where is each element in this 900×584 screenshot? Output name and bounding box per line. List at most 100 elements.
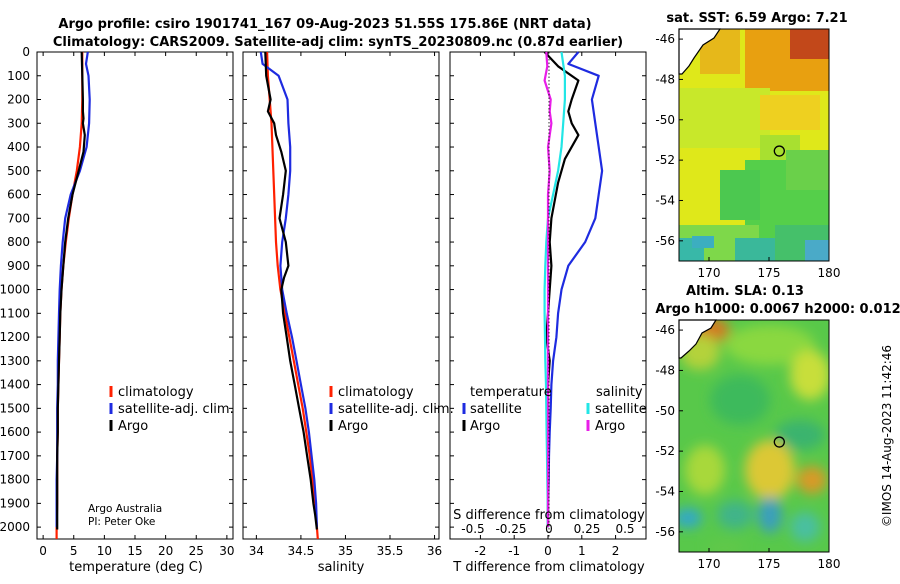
legend-salinity-title: salinity (596, 385, 643, 400)
sla-map-ticks: 170 175 180 -46 -48 -50 -52 -54 -56 (655, 323, 840, 571)
x-tick-label: -2 (474, 544, 486, 558)
sst-map-frame (678, 28, 830, 262)
depth-tick-label: 1300 (0, 354, 30, 368)
temperature-xlabel: temperature (deg C) (69, 560, 203, 575)
map-y-tick-label: -54 (655, 484, 675, 498)
depth-tick-label: 0 (22, 45, 30, 59)
figure-title-line2: Climatology: CARS2009. Satellite-adj cli… (53, 35, 623, 50)
depth-tick-label: 500 (7, 164, 30, 178)
legend-satellite-label: satellite-adj. clim. (118, 402, 234, 417)
depth-tick-label: 1600 (0, 425, 30, 439)
salinity-legend: climatology satellite-adj. clim. Argo (329, 385, 454, 434)
sla-map-field (679, 320, 829, 552)
map-y-tick-label: -48 (655, 72, 675, 86)
x-tick-label: 2 (612, 544, 620, 558)
depth-tick-label: 2000 (0, 520, 30, 534)
x-tick-label: 34 (249, 544, 264, 558)
map-x-tick-label: 180 (818, 266, 841, 280)
s-difference-top-ticks: -0.5 -0.25 0 0.25 0.5 (461, 522, 634, 536)
series-layer (55, 51, 604, 540)
credit-line-2: PI: Peter Oke (88, 516, 155, 528)
temperature-legend: climatology satellite-adj. clim. Argo (109, 385, 234, 434)
axis-ticks: 0 5 10 15 20 25 30 34 34.5 35 35.5 36 -2 -1 0 1 2 (37, 51, 646, 558)
x-tick-label: 10 (97, 544, 112, 558)
difference-legend: temperature salinity satellite Argo sate… (462, 385, 647, 434)
depth-tick-label: 1900 (0, 496, 30, 510)
depth-tick-label: 400 (7, 140, 30, 154)
map-y-tick-label: -46 (655, 32, 675, 46)
credit-line-1: Argo Australia (88, 503, 162, 515)
figure-title-line1: Argo profile: csiro 1901741_167 09-Aug-2… (58, 17, 591, 32)
legend-temperature-title: temperature (470, 385, 552, 400)
series-line-argo (56, 51, 86, 530)
sst-map-land (678, 28, 722, 75)
sla-map-title-line2: Argo h1000: 0.0067 h2000: 0.012 (655, 302, 900, 317)
map-y-tick-label: -50 (655, 113, 675, 127)
legend-satellite-label: satellite-adj. clim. (338, 402, 454, 417)
x-tick-label: 20 (158, 544, 173, 558)
x-tick-label: 35 (338, 544, 353, 558)
map-y-tick-label: -56 (655, 234, 675, 248)
s-difference-tick-label: 0.5 (615, 522, 634, 536)
depth-tick-label: 1100 (0, 306, 30, 320)
x-tick-label: 0 (544, 544, 552, 558)
sla-map-frame (678, 319, 830, 553)
map-y-tick-label: -52 (655, 153, 675, 167)
x-tick-label: 25 (189, 544, 204, 558)
legend-t-argo-label: Argo (470, 419, 500, 434)
map-y-tick-label: -54 (655, 193, 675, 207)
legend-climatology-label: climatology (338, 385, 414, 400)
depth-tick-label: 1000 (0, 283, 30, 297)
sst-map-title: sat. SST: 6.59 Argo: 7.21 (666, 11, 847, 26)
s-difference-tick-label: 0.25 (574, 522, 601, 536)
x-tick-label: 5 (70, 544, 78, 558)
sst-map-argo-location-marker (773, 145, 785, 157)
x-tick-label: -1 (508, 544, 520, 558)
map-x-tick-label: 180 (818, 557, 841, 571)
series-line-argo (264, 51, 318, 530)
map-x-tick-label: 170 (698, 557, 721, 571)
legend-t-satellite-label: satellite (470, 402, 522, 417)
s-difference-tick-label: -0.25 (495, 522, 526, 536)
s-difference-tick-label: -0.5 (461, 522, 484, 536)
legend-climatology-label: climatology (118, 385, 194, 400)
x-tick-label: 0 (39, 544, 47, 558)
depth-tick-label: 1700 (0, 449, 30, 463)
legend-s-satellite-label: satellite (595, 402, 647, 417)
x-tick-label: 35.5 (377, 544, 404, 558)
x-tick-label: 34.5 (288, 544, 315, 558)
depth-tick-label: 1400 (0, 378, 30, 392)
sst-map-field (679, 29, 829, 261)
salinity-xlabel: salinity (318, 560, 365, 575)
x-tick-label: 1 (578, 544, 586, 558)
depth-tick-label: 200 (7, 93, 30, 107)
depth-tick-label: 1500 (0, 401, 30, 415)
map-y-tick-label: -52 (655, 444, 675, 458)
map-x-tick-label: 170 (698, 266, 721, 280)
timestamp-label: ©IMOS 14-Aug-2023 11:42:46 (880, 345, 894, 527)
temperature-panel-frame (36, 51, 234, 540)
map-x-tick-label: 175 (758, 557, 781, 571)
series-line-satellite-adj-clim- (259, 51, 318, 528)
x-tick-label: 36 (427, 544, 442, 558)
sla-map-argo-location-marker (773, 436, 785, 448)
series-line-s-satellite-clim (543, 51, 567, 528)
depth-tick-label: 900 (7, 259, 30, 273)
legend-argo-label: Argo (338, 419, 368, 434)
map-y-tick-label: -56 (655, 525, 675, 539)
map-y-tick-label: -46 (655, 323, 675, 337)
difference-xlabel: T difference from climatology (452, 560, 645, 575)
depth-tick-label: 300 (7, 116, 30, 130)
depth-tick-label: 1800 (0, 473, 30, 487)
x-tick-label: 30 (219, 544, 234, 558)
depth-tick-label: 800 (7, 235, 30, 249)
depth-tick-label: 100 (7, 69, 30, 83)
depth-axis-labels: 0 100 200 300 400 500 600 700 800 900 1000 1100 1200… (0, 45, 30, 534)
map-y-tick-label: -48 (655, 363, 675, 377)
depth-tick-label: 1200 (0, 330, 30, 344)
sst-map-ticks: 170 175 180 -46 -48 -50 -52 -54 -56 (655, 32, 840, 280)
map-y-tick-label: -50 (655, 404, 675, 418)
depth-tick-label: 600 (7, 188, 30, 202)
